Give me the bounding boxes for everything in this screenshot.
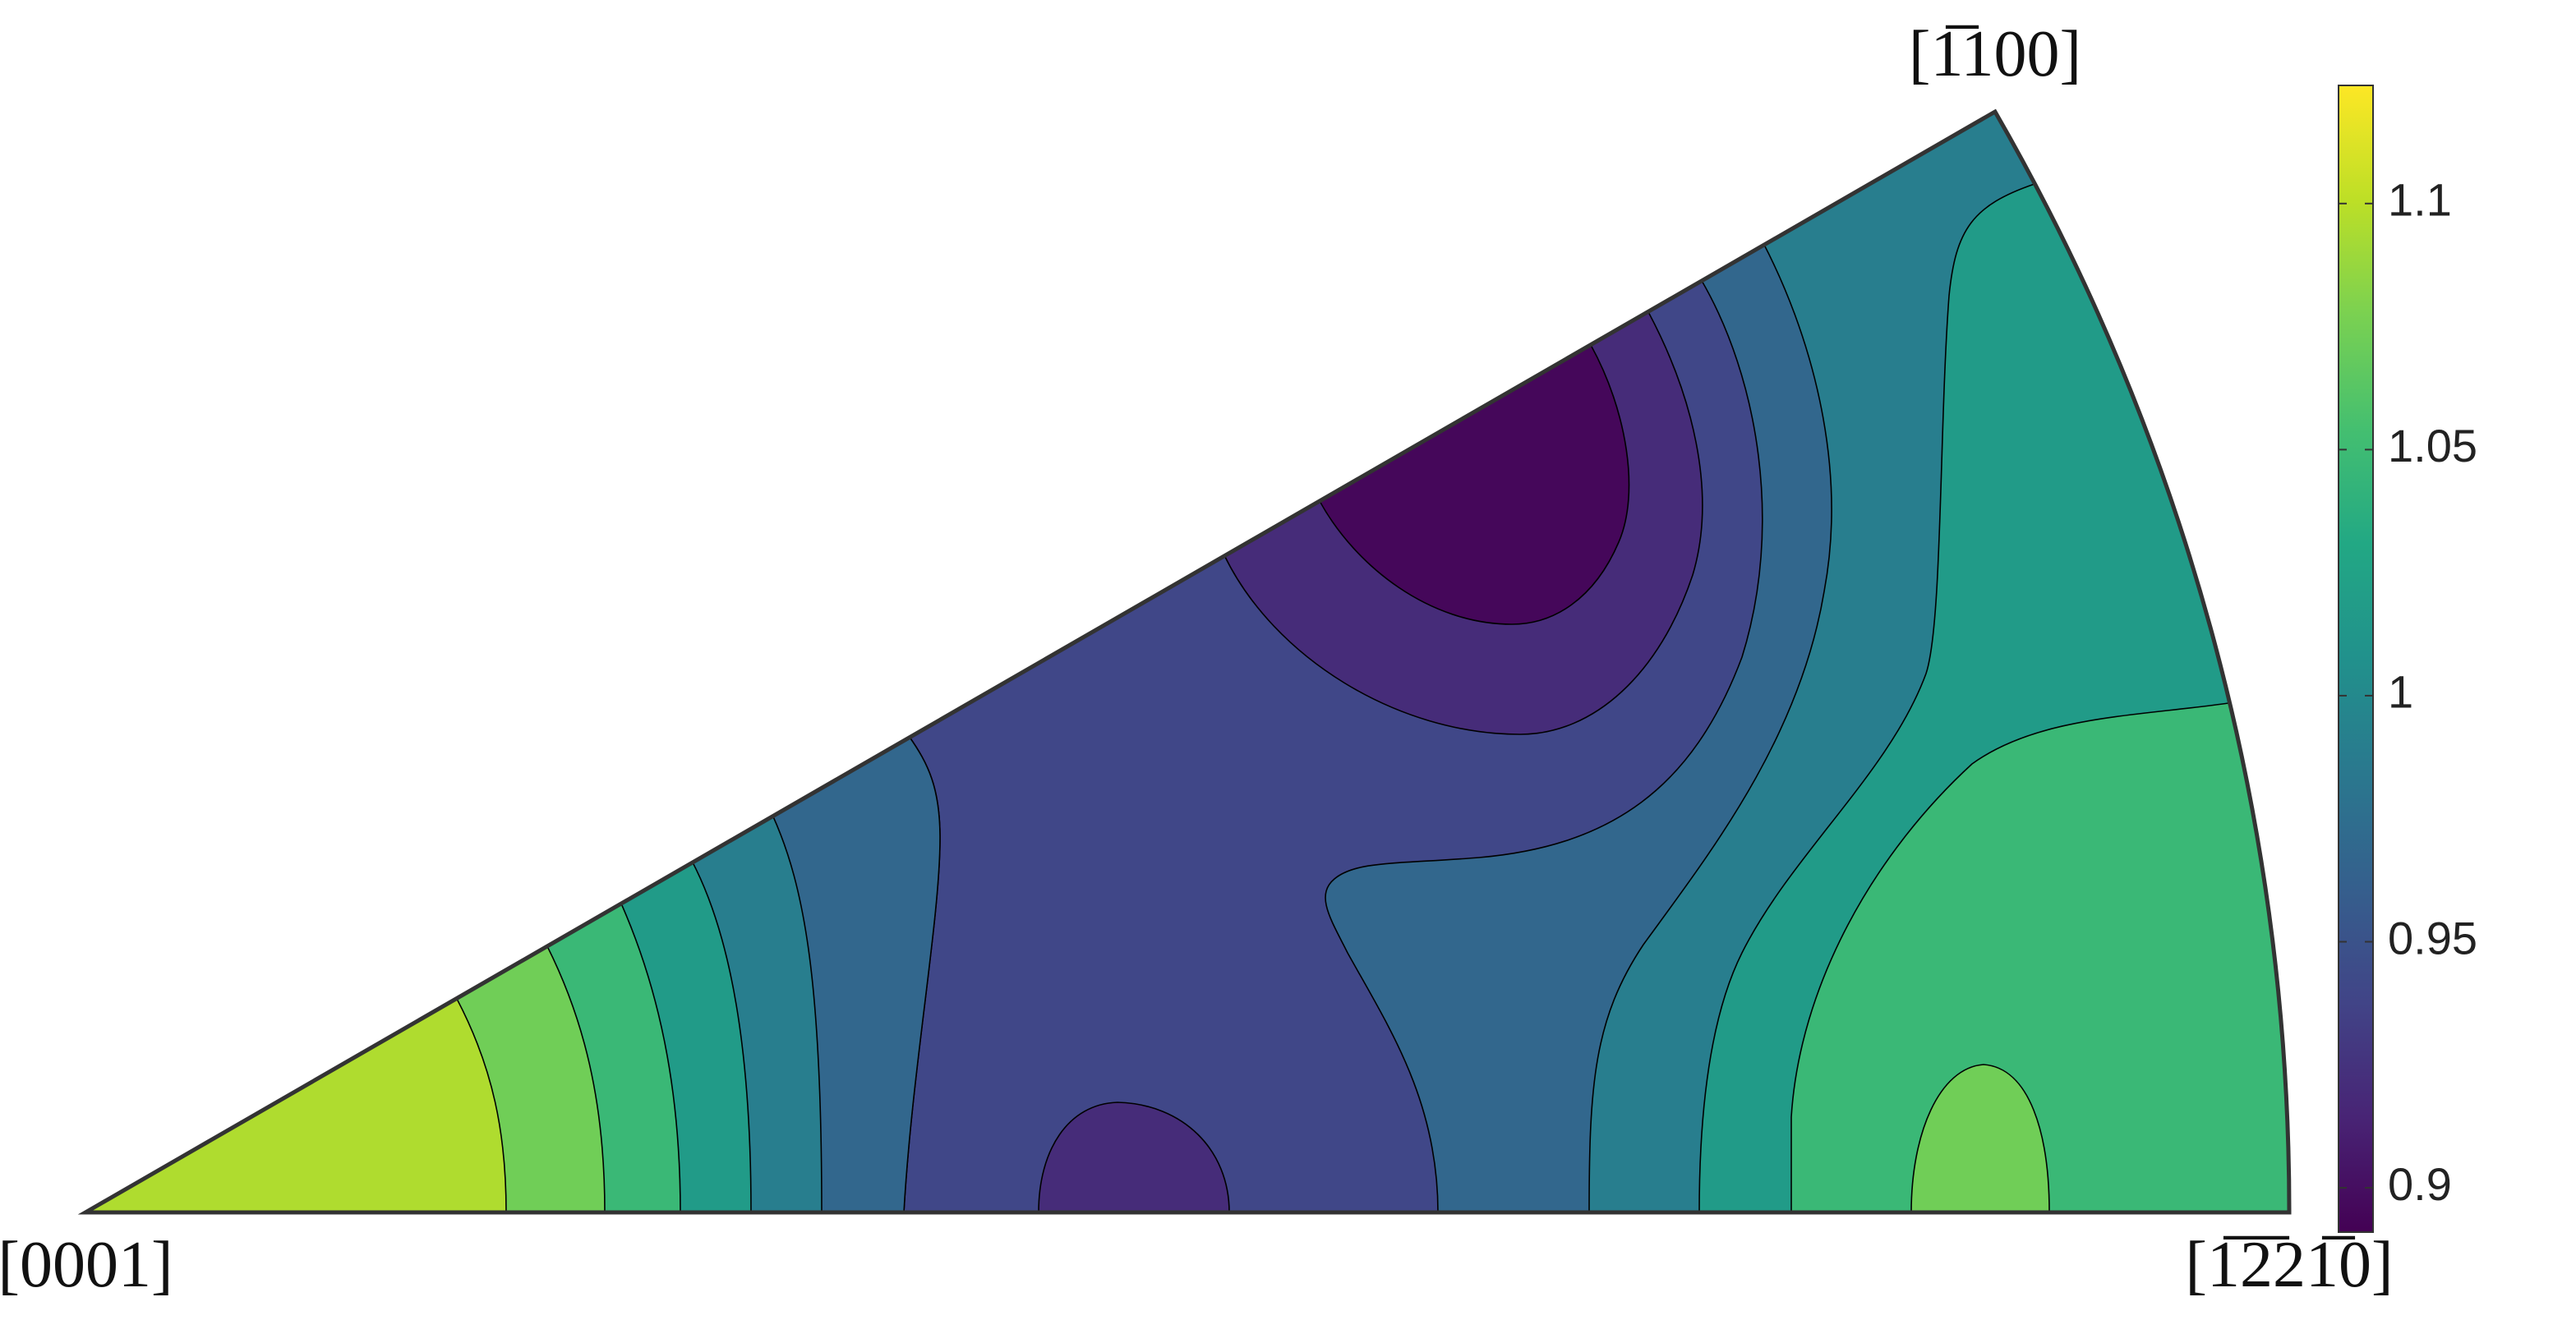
contour-region (1910, 1064, 2050, 1212)
colorbar-scale (2338, 85, 2374, 1233)
triangle-outline (77, 108, 2292, 1215)
contour-regions (85, 112, 2290, 1212)
colorbar-tick-label: 0.9 (2388, 1158, 2452, 1210)
contour-region (85, 112, 606, 1212)
corner-label: [0001] (0, 1229, 173, 1301)
contour-region (85, 112, 507, 1212)
corner-label: [1̅2̅21̅0] (2185, 1229, 2393, 1301)
colorbar-tick-label: 1.1 (2388, 174, 2452, 226)
colorbar-tick-label: 1 (2388, 666, 2413, 718)
colorbar-tick-label: 0.95 (2388, 912, 2477, 964)
contour-region (1038, 1102, 1230, 1212)
corner-label: [1̅100] (1909, 18, 2081, 90)
colorbar-tick-label: 1.05 (2388, 420, 2477, 471)
colorbar: 0.9 0.95 1 1.05 1.1 (2338, 85, 2477, 1233)
